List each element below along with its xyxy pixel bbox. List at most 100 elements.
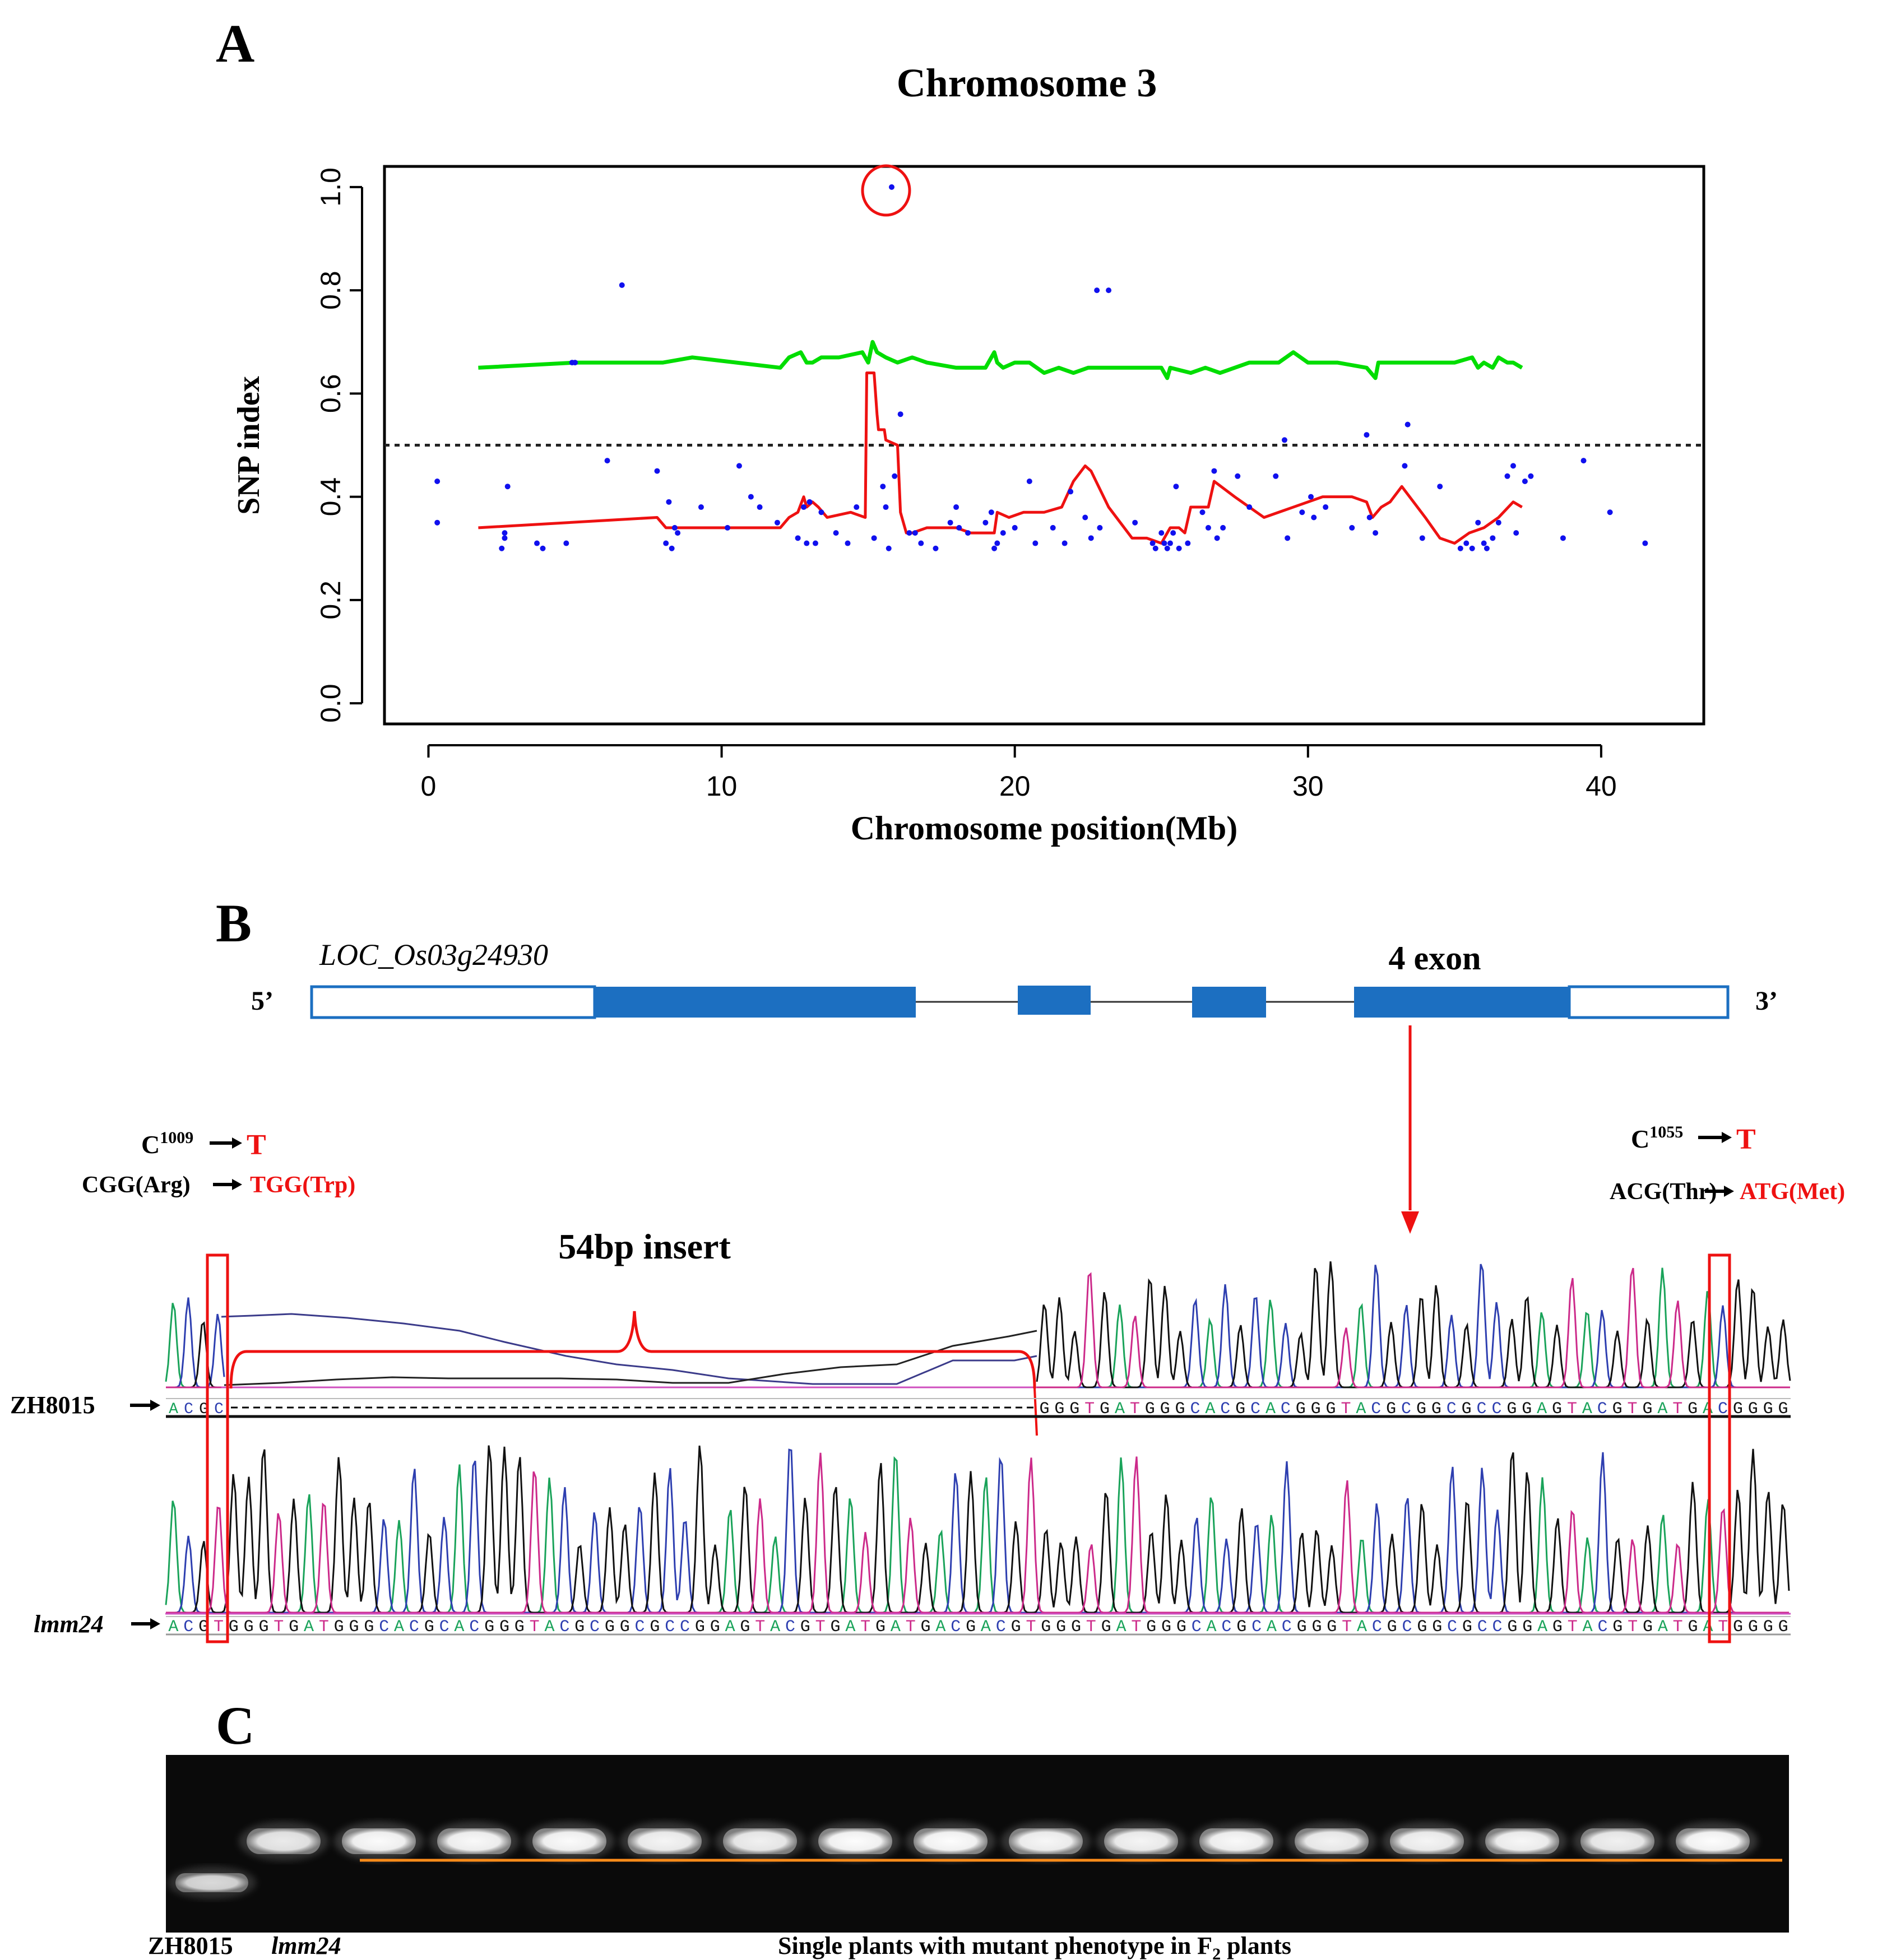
base-mut: C: [785, 1618, 795, 1637]
snp-point: [994, 540, 1000, 546]
base-mut: T: [815, 1618, 826, 1637]
snp-point: [502, 535, 508, 541]
snp-point: [892, 473, 898, 479]
snp-point: [854, 504, 860, 510]
base-mut: G: [1507, 1618, 1517, 1637]
base-wt: G: [1612, 1400, 1623, 1419]
base-mut: G: [740, 1618, 750, 1637]
snp-point: [666, 499, 672, 505]
base-mut: G: [499, 1618, 509, 1637]
gel-band: [628, 1828, 702, 1854]
gel-band: [1199, 1828, 1273, 1854]
base-mut: C: [996, 1618, 1006, 1637]
snp-point: [1158, 530, 1165, 536]
base-wt: C: [214, 1401, 224, 1418]
gel-band: [1104, 1828, 1178, 1854]
gene-structure: LOC_Os03g24930 4 exon 5’ 3’: [251, 938, 1778, 1234]
base-mut: T: [860, 1618, 870, 1637]
base-mut: T: [1568, 1618, 1578, 1637]
snp-point: [748, 494, 754, 500]
snp-point: [883, 504, 889, 510]
right-position: 1055: [1649, 1123, 1683, 1141]
base-mut: C: [1192, 1618, 1202, 1637]
base-wt: A: [169, 1401, 178, 1418]
snp-point: [1457, 545, 1463, 551]
trace-g-mut: [166, 1445, 1790, 1614]
base-mut: G: [1733, 1618, 1743, 1637]
base-mut: G: [1071, 1618, 1081, 1637]
base-wt: G: [1160, 1400, 1170, 1419]
snp-point: [1490, 535, 1496, 541]
base-mut: A: [845, 1618, 855, 1637]
snp-point: [1199, 509, 1206, 515]
snp-point: [897, 411, 903, 417]
snp-point: [669, 545, 675, 551]
snp-point: [1323, 504, 1329, 510]
base-mut: T: [530, 1618, 540, 1637]
snp-point: [1481, 540, 1487, 546]
base-wt: G: [1748, 1400, 1758, 1419]
snp-point: [540, 545, 546, 551]
utr-5: [310, 985, 596, 1019]
snp-point: [1173, 484, 1179, 490]
base-wt: A: [1266, 1400, 1276, 1419]
mutation-box-right: [1708, 1253, 1731, 1643]
snp-point: [1170, 530, 1176, 536]
base-mut: T: [906, 1618, 916, 1637]
base-wt: G: [1145, 1400, 1155, 1419]
base-mut: A: [1357, 1618, 1367, 1637]
snp-point: [725, 524, 731, 531]
base-mut: G: [650, 1618, 660, 1637]
base-mut: G: [1522, 1618, 1532, 1637]
exon-label: 4 exon: [1389, 940, 1481, 977]
snp-point: [1205, 524, 1211, 531]
snp-point: [1285, 535, 1291, 541]
base-wt: C: [1401, 1400, 1411, 1419]
base-mut: G: [966, 1618, 976, 1637]
base-mut: C: [1477, 1618, 1487, 1637]
snp-point: [1246, 504, 1253, 510]
snp-point: [1349, 524, 1355, 531]
base-mut: G: [229, 1618, 239, 1637]
snp-point: [1167, 540, 1173, 546]
snp-point: [1176, 545, 1182, 551]
snp-point: [956, 524, 962, 531]
snp-point: [654, 468, 660, 474]
snp-point: [1419, 535, 1425, 541]
snp-point: [434, 478, 441, 484]
gel-f2-caption: Single plants with mutant phenotype in F…: [778, 1932, 1291, 1960]
snp-points: [434, 184, 1648, 551]
base-mut: T: [755, 1618, 765, 1637]
base-mut: T: [319, 1618, 329, 1637]
snp-point: [988, 509, 994, 515]
base-mut: G: [258, 1618, 268, 1637]
right-base: C: [1631, 1125, 1649, 1153]
snp-point: [953, 504, 959, 510]
base-mut: T: [1026, 1618, 1036, 1637]
base-wt: G: [1296, 1400, 1306, 1419]
base-wt: C: [1718, 1400, 1728, 1419]
base-mut: C: [183, 1618, 193, 1637]
base-mut: A: [1583, 1618, 1593, 1637]
base-wt: A: [1205, 1400, 1215, 1419]
base-wt: G: [1778, 1400, 1788, 1419]
base-mut: G: [620, 1618, 630, 1637]
base-wt: G: [1235, 1400, 1245, 1419]
snp-point: [1510, 463, 1516, 469]
gel-band: [247, 1828, 321, 1854]
three-prime-label: 3’: [1755, 986, 1778, 1016]
snp-point: [736, 463, 742, 469]
base-mut: G: [1612, 1618, 1623, 1637]
base-wt: T: [1130, 1400, 1140, 1419]
base-mut: G: [921, 1618, 931, 1637]
gel-band: [914, 1828, 988, 1854]
base-wt: C: [1190, 1400, 1200, 1419]
base-wt: G: [1733, 1400, 1743, 1419]
base-mut: G: [1311, 1618, 1322, 1637]
left-new-base: T: [247, 1129, 266, 1161]
base-mut: C: [1447, 1618, 1457, 1637]
base-wt: C: [1250, 1400, 1260, 1419]
x-axis: 0 10 20 30 40: [421, 744, 1617, 802]
gel-lane-wt-label: ZH8015: [148, 1932, 233, 1959]
